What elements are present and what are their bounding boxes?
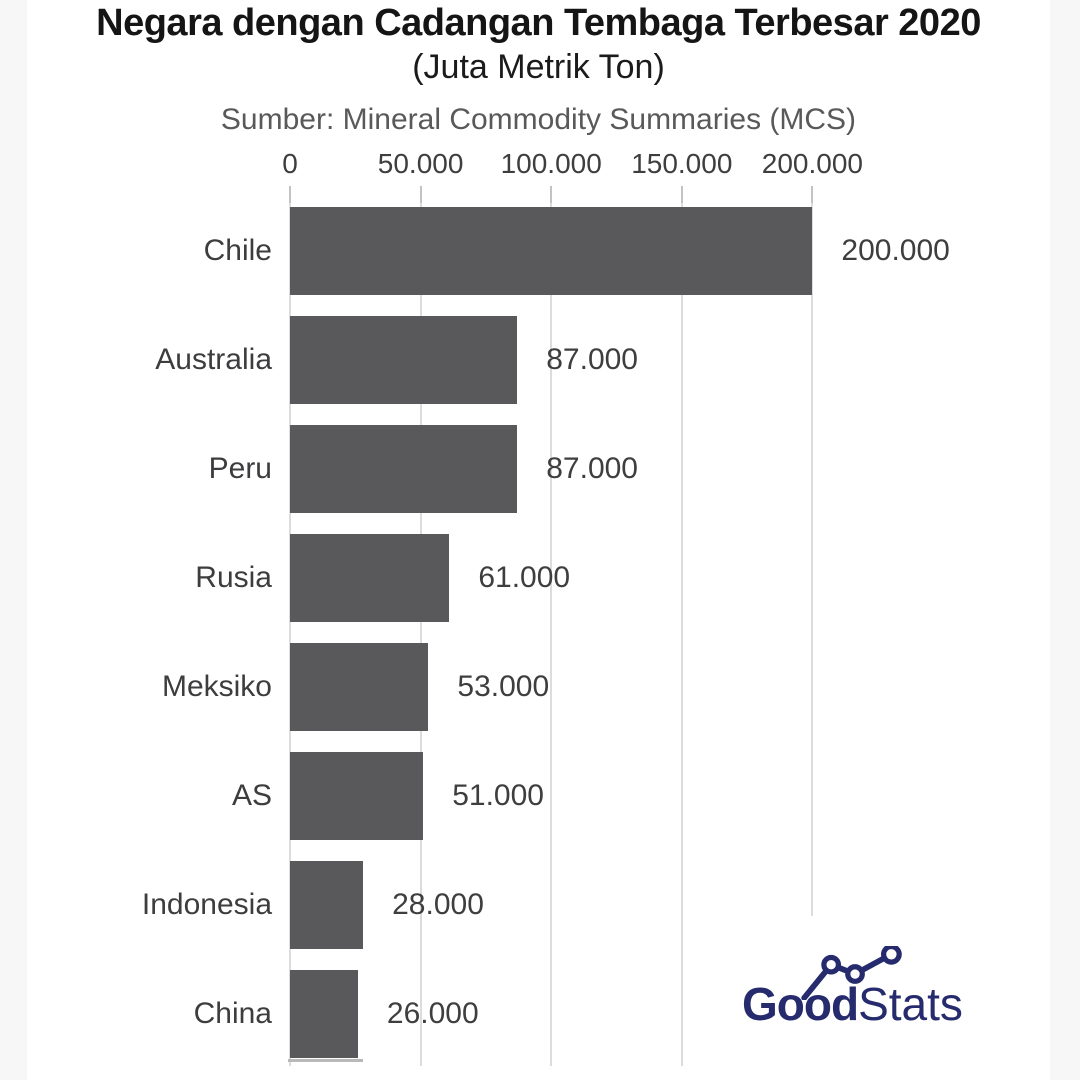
- bar-row: Australia 87.000: [27, 316, 1050, 404]
- bar: [290, 752, 424, 840]
- country-label: China: [193, 997, 272, 1030]
- tick-mark: [289, 186, 291, 203]
- value-label: 26.000: [386, 997, 479, 1030]
- plot-area: 0 50.000 100.000 150.000 200.000 Chile 200.0…: [27, 0, 1050, 1080]
- bar: [290, 316, 518, 404]
- chart-subtitle: (Juta Metrik Ton): [412, 48, 665, 86]
- tick-mark: [550, 186, 553, 203]
- country-label: Rusia: [195, 561, 272, 594]
- chart-title: Negara dengan Cadangan Tembaga Terbesar …: [96, 2, 981, 44]
- value-label: 87.000: [546, 343, 638, 376]
- bar: [290, 970, 358, 1058]
- bar-row: Chile 200.000: [27, 207, 1050, 295]
- bar-row: Indonesia 28.000: [27, 861, 1050, 949]
- bar: [290, 425, 518, 513]
- bar-row: Peru 87.000: [27, 425, 1050, 513]
- trend-line-icon: [801, 946, 902, 1000]
- tick-mark: [680, 186, 683, 203]
- x-tick-label: 100.000: [500, 148, 602, 179]
- bar-row: AS 51.000: [27, 752, 1050, 840]
- gridline: [680, 203, 683, 1066]
- country-label: Indonesia: [141, 888, 272, 921]
- value-label: 28.000: [392, 888, 484, 921]
- chart-source: Sumber: Mineral Commodity Summaries (MCS…: [220, 103, 857, 136]
- country-label: Peru: [208, 452, 272, 485]
- tick-mark: [811, 186, 814, 203]
- x-axis-baseline: [288, 1059, 363, 1062]
- bar: [290, 534, 450, 622]
- bar: [290, 861, 364, 949]
- x-tick-label: 150.000: [631, 148, 733, 179]
- logo-lockup: GoodStats: [742, 946, 1002, 1056]
- bar: [290, 207, 813, 295]
- logo-text: GoodStats: [742, 978, 963, 1030]
- bar-row: Rusia 61.000: [27, 534, 1050, 622]
- bar: [290, 643, 429, 731]
- bar-row: Meksiko 53.000: [27, 643, 1050, 731]
- country-label: AS: [231, 779, 272, 812]
- logo: GoodStats: [698, 916, 1028, 1080]
- gridline: [289, 203, 291, 1066]
- logo-text-stats: Stats: [858, 978, 963, 1030]
- content-card: Negara dengan Cadangan Tembaga Terbesar …: [27, 0, 1050, 1080]
- value-label: 51.000: [452, 779, 544, 812]
- country-label: Australia: [155, 343, 272, 376]
- x-tick-label: 0: [282, 148, 298, 179]
- country-label: Chile: [203, 234, 272, 267]
- value-label: 53.000: [457, 670, 550, 703]
- gridline: [811, 203, 814, 1066]
- tick-mark: [419, 186, 422, 203]
- x-tick-label: 50.000: [377, 148, 464, 179]
- value-label: 87.000: [546, 452, 638, 485]
- x-tick-label: 200.000: [761, 148, 863, 179]
- value-label: 200.000: [841, 234, 950, 267]
- gridline: [419, 203, 422, 1066]
- bar-row: China 26.000: [27, 970, 1050, 1058]
- value-label: 61.000: [478, 561, 571, 594]
- gridline: [550, 203, 553, 1066]
- country-label: Meksiko: [161, 670, 272, 703]
- logo-text-good: Good: [742, 978, 859, 1030]
